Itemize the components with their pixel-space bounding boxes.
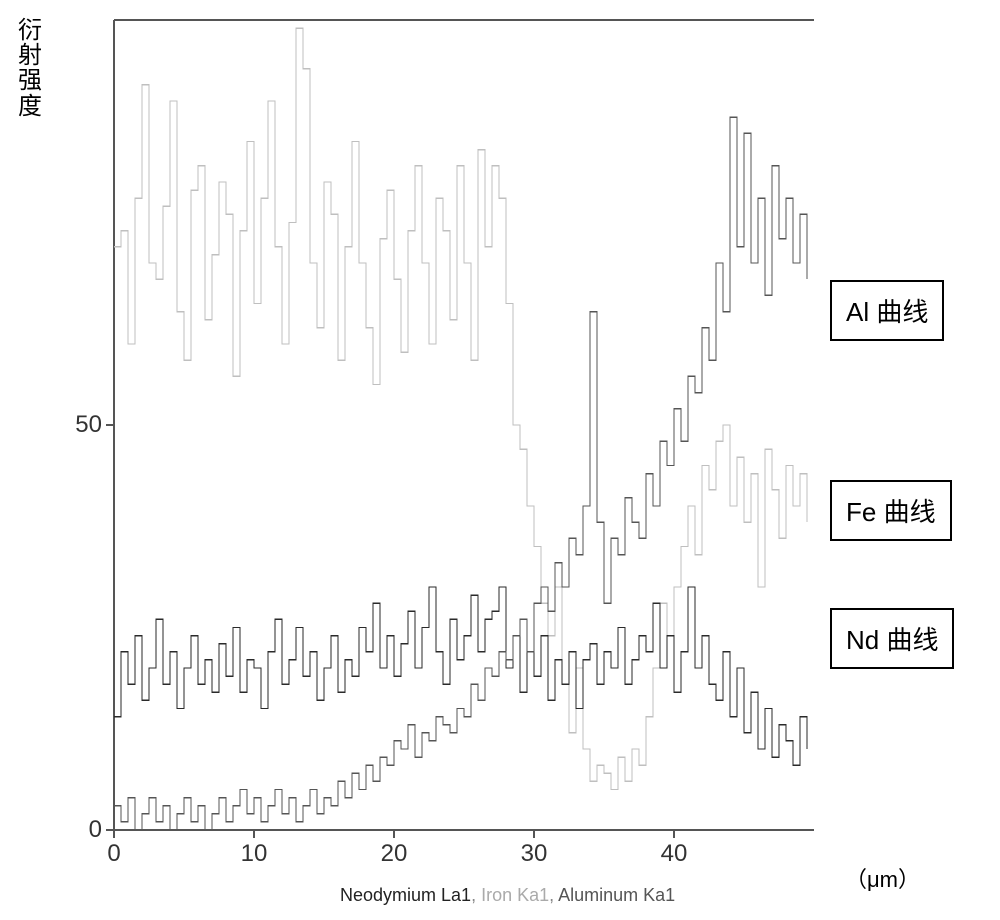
series-al: [114, 117, 807, 830]
x-axis-unit: （μm）: [845, 862, 920, 894]
x-tick-label: 30: [514, 840, 554, 868]
nd-label: Nd 曲线: [830, 608, 954, 669]
y-tick-label: 50: [62, 411, 102, 439]
bottom-caption: Neodymium La1, Iron Ka1, Aluminum Ka1: [340, 885, 675, 906]
chart-container: 衍 射 强 度 Al 曲线Fe 曲线Nd 曲线 （μm） Neodymium L…: [0, 0, 1000, 920]
x-tick-label: 40: [654, 840, 694, 868]
caption-fe: Iron Ka1: [481, 885, 549, 905]
chart-svg: [0, 0, 1000, 920]
al-label: Al 曲线: [830, 280, 944, 341]
caption-al: Aluminum Ka1: [558, 885, 675, 905]
series-nd: [114, 587, 807, 765]
x-tick-label: 10: [234, 840, 274, 868]
fe-label: Fe 曲线: [830, 480, 952, 541]
x-tick-label: 0: [94, 840, 134, 868]
x-tick-label: 20: [374, 840, 414, 868]
series-fe: [114, 28, 807, 789]
caption-nd: Neodymium La1: [340, 885, 471, 905]
